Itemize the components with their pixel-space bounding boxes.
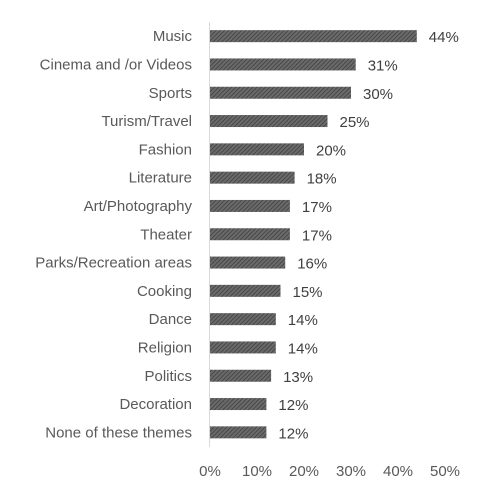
category-label-sports: Sports — [149, 85, 192, 102]
x-tick-label-20: 20% — [289, 463, 319, 480]
value-label-cinema-and-or-videos: 31% — [368, 57, 398, 74]
bar-religion — [210, 341, 276, 354]
labels-layer: Music 44% Cinema and /or Videos 31% Sports 30… — [35, 28, 459, 442]
category-label-literature: Literature — [129, 170, 192, 187]
category-label-turism-travel: Turism/Travel — [101, 113, 192, 130]
bar-parks-recreation-areas — [210, 256, 286, 269]
bar-art-photography — [210, 199, 290, 212]
value-label-dance: 14% — [288, 312, 318, 329]
value-label-cooking: 15% — [293, 284, 323, 301]
category-label-none-of-these-themes: None of these themes — [45, 424, 192, 441]
x-tick-label-0: 0% — [199, 463, 221, 480]
x-tick-label-40: 40% — [383, 463, 413, 480]
value-label-none-of-these-themes: 12% — [278, 425, 308, 442]
bar-cooking — [210, 284, 281, 297]
bar-politics — [210, 369, 272, 382]
value-label-music: 44% — [429, 29, 459, 46]
category-label-dance: Dance — [149, 311, 192, 328]
category-label-politics: Politics — [144, 368, 192, 385]
value-label-art-photography: 17% — [302, 199, 332, 216]
category-label-cooking: Cooking — [137, 283, 192, 300]
value-label-decoration: 12% — [278, 397, 308, 414]
bar-fashion — [210, 143, 304, 156]
x-tick-label-10: 10% — [242, 463, 272, 480]
value-label-turism-travel: 25% — [340, 114, 370, 131]
value-label-parks-recreation-areas: 16% — [297, 256, 327, 273]
bar-music — [210, 30, 417, 43]
category-label-religion: Religion — [138, 339, 192, 356]
category-label-theater: Theater — [140, 226, 192, 243]
bar-sports — [210, 86, 351, 99]
category-label-decoration: Decoration — [119, 396, 192, 413]
bar-none-of-these-themes — [210, 426, 267, 439]
category-label-parks-recreation-areas: Parks/Recreation areas — [35, 255, 192, 272]
bar-theater — [210, 228, 290, 241]
bar-turism-travel — [210, 115, 328, 128]
x-tick-label-50: 50% — [430, 463, 460, 480]
bar-decoration — [210, 398, 267, 411]
value-label-fashion: 20% — [316, 142, 346, 159]
bar-cinema-and-or-videos — [210, 58, 356, 71]
category-label-cinema-and-or-videos: Cinema and /or Videos — [40, 56, 192, 73]
value-label-sports: 30% — [363, 86, 393, 103]
x-tick-label-30: 30% — [336, 463, 366, 480]
value-label-politics: 13% — [283, 369, 313, 386]
value-label-literature: 18% — [307, 171, 337, 188]
category-label-fashion: Fashion — [139, 141, 192, 158]
bar-literature — [210, 171, 295, 184]
value-label-religion: 14% — [288, 340, 318, 357]
category-label-music: Music — [153, 28, 193, 45]
bars-layer — [210, 30, 417, 439]
x-axis-ticks: 0% 10% 20% 30% 40% 50% — [199, 463, 460, 480]
value-label-theater: 17% — [302, 227, 332, 244]
category-label-art-photography: Art/Photography — [84, 198, 193, 215]
bar-dance — [210, 313, 276, 326]
